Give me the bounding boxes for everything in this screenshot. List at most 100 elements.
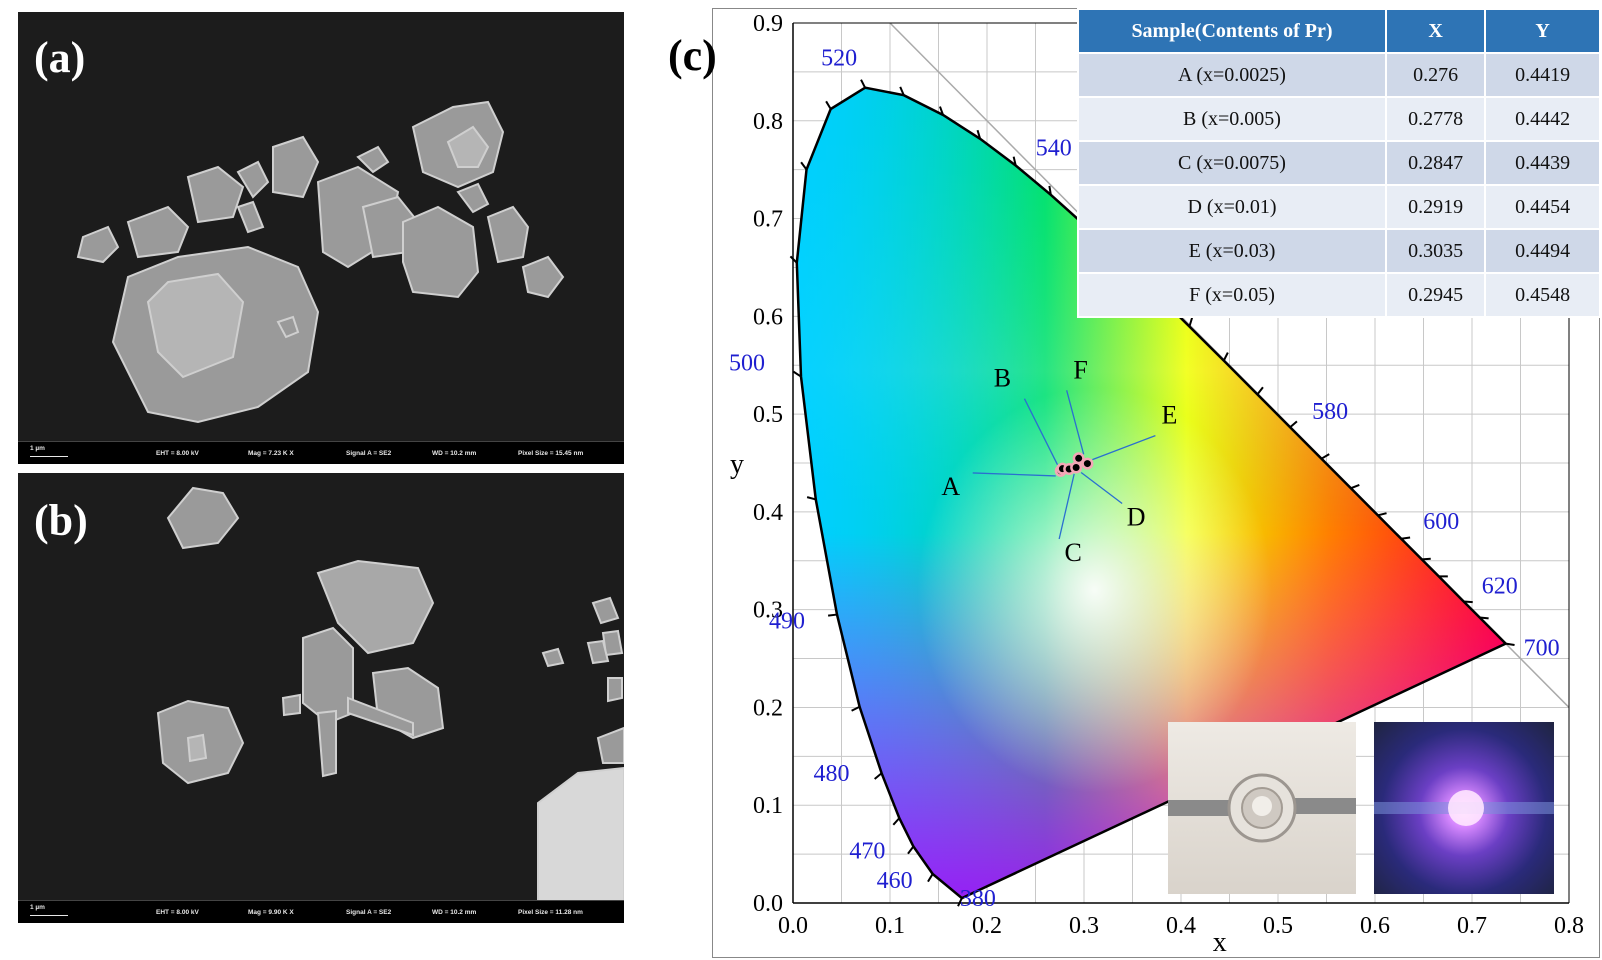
y-tick-label: 0.7 xyxy=(753,207,783,233)
locus-tick xyxy=(1350,484,1360,490)
wavelength-label: 500 xyxy=(729,351,765,377)
y-tick-label: 0.0 xyxy=(753,891,783,917)
locus-tick xyxy=(860,79,866,89)
locus-tick xyxy=(1222,352,1229,362)
wavelength-label: 580 xyxy=(1312,399,1348,425)
locus-tick xyxy=(825,100,832,110)
data-point xyxy=(1083,460,1091,468)
eht-value: EHT = 8.00 kV xyxy=(156,450,199,457)
y-tick-label: 0.9 xyxy=(753,11,783,37)
table-cell: 0.4439 xyxy=(1484,140,1601,186)
annotation-arrow xyxy=(1066,390,1085,455)
sem-info-bar-a: 1 µm EHT = 8.00 kV Mag = 7.23 K X Signal… xyxy=(18,441,624,464)
point-label: D xyxy=(1127,502,1146,531)
wavelength-label: 470 xyxy=(849,838,885,864)
sem-particles-a xyxy=(76,100,565,424)
locus-tick xyxy=(939,106,944,116)
wavelength-label: 520 xyxy=(821,46,857,72)
y-axis-label: y xyxy=(730,449,744,480)
x-tick-label: 0.7 xyxy=(1457,913,1487,939)
locus-tick xyxy=(1320,453,1330,460)
wd-value: WD = 10.2 mm xyxy=(432,450,477,457)
locus-tick xyxy=(899,86,905,96)
table-row: C (x=0.0075) 0.2847 0.4439 xyxy=(1077,140,1601,186)
data-point xyxy=(1072,463,1080,471)
table-cell: B (x=0.005) xyxy=(1077,96,1387,142)
table-header-x: X xyxy=(1384,8,1487,54)
point-label: F xyxy=(1073,355,1087,384)
wavelength-label: 620 xyxy=(1482,574,1518,600)
mag-value: Mag = 7.23 K X xyxy=(248,450,294,457)
locus-tick xyxy=(1188,317,1193,327)
table-cell: A (x=0.0025) xyxy=(1077,52,1387,98)
table-cell: 0.4442 xyxy=(1484,96,1601,142)
table-cell: C (x=0.0075) xyxy=(1077,140,1387,186)
pixel-size-value: Pixel Size = 11.28 nm xyxy=(518,909,583,916)
table-row: D (x=0.01) 0.2919 0.4454 xyxy=(1077,184,1601,230)
locus-tick xyxy=(927,873,934,883)
mag-value: Mag = 9.90 K X xyxy=(248,909,294,916)
pixel-size-value: Pixel Size = 15.45 nm xyxy=(518,450,584,457)
scale-bar xyxy=(30,456,68,457)
locus-tick xyxy=(1463,600,1473,604)
point-label: B xyxy=(994,364,1011,393)
locus-tick xyxy=(1401,536,1411,540)
annotation-arrow xyxy=(972,472,1056,477)
locus-tick xyxy=(1479,616,1489,620)
eht-value: EHT = 8.00 kV xyxy=(156,909,199,916)
table-cell: D (x=0.01) xyxy=(1077,184,1387,230)
annotation-arrow xyxy=(1023,398,1059,465)
wavelength-label: 380 xyxy=(960,886,996,912)
table-cell: 0.4454 xyxy=(1484,184,1601,230)
table-cell: 0.3035 xyxy=(1384,228,1487,274)
led-on-photo xyxy=(1374,722,1554,894)
locus-tick xyxy=(806,496,817,501)
table-cell: 0.2945 xyxy=(1384,272,1487,318)
x-axis-label: x xyxy=(1213,927,1227,958)
spectral-locus xyxy=(795,86,1508,900)
y-tick-label: 0.1 xyxy=(753,793,783,819)
point-label: C xyxy=(1064,538,1081,567)
wavelength-label: 700 xyxy=(1524,636,1560,662)
panel-label-b: (b) xyxy=(34,496,88,545)
locus-tick xyxy=(1289,420,1298,428)
locus-tick xyxy=(907,845,915,855)
point-label: A xyxy=(941,472,960,501)
y-tick-label: 0.4 xyxy=(753,500,783,526)
y-tick-label: 0.8 xyxy=(753,109,783,135)
table-cell: 0.4548 xyxy=(1484,272,1601,318)
locus-tick xyxy=(892,817,901,826)
locus-tick xyxy=(976,129,982,140)
table-row: B (x=0.005) 0.2778 0.4442 xyxy=(1077,96,1601,142)
locus-tick xyxy=(800,161,808,171)
locus-tick xyxy=(1421,557,1431,561)
panel-label-c: (c) xyxy=(668,31,717,80)
locus-tick xyxy=(1012,156,1017,166)
x-tick-label: 0.6 xyxy=(1360,913,1390,939)
table-cell: 0.4419 xyxy=(1484,52,1601,98)
signal-value: Signal A = SE2 xyxy=(346,909,392,916)
locus-tick xyxy=(792,370,802,378)
scale-bar xyxy=(30,915,68,916)
x-tick-label: 0.8 xyxy=(1554,913,1584,939)
table-header-y: Y xyxy=(1484,8,1601,54)
x-tick-label: 0.1 xyxy=(875,913,905,939)
locus-tick xyxy=(827,613,838,617)
x-tick-label: 0.5 xyxy=(1263,913,1293,939)
table-cell: 0.2919 xyxy=(1384,184,1487,230)
sem-image-a: 1 µm EHT = 8.00 kV Mag = 7.23 K X Signal… xyxy=(18,12,624,464)
panel-label-a: (a) xyxy=(34,33,86,82)
y-tick-label: 0.3 xyxy=(753,598,783,624)
wavelength-label: 600 xyxy=(1423,509,1459,535)
locus-tick xyxy=(1377,512,1387,517)
locus-tick xyxy=(1505,642,1515,647)
table-cell: 0.276 xyxy=(1384,52,1487,98)
point-label: E xyxy=(1161,401,1177,430)
locus-tick xyxy=(1048,185,1052,195)
locus-tick xyxy=(874,772,883,780)
wavelength-label: 540 xyxy=(1036,135,1072,161)
gamut-white-point xyxy=(796,87,1506,899)
scale-label: 1 µm xyxy=(30,904,45,911)
wavelength-label: 460 xyxy=(877,868,913,894)
